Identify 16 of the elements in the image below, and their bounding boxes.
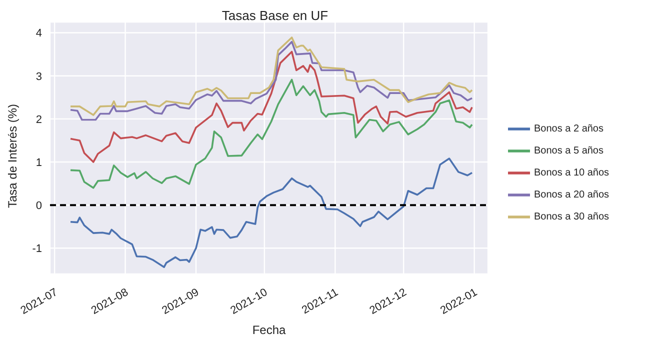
x-axis-title: Fecha <box>252 323 286 337</box>
legend-label: Bonos a 2 años <box>534 124 604 135</box>
y-tick-label: 3 <box>36 70 42 83</box>
legend-label: Bonos a 5 años <box>534 146 604 157</box>
y-tick-label: -1 <box>32 243 42 256</box>
y-tick-label: 4 <box>36 28 42 40</box>
line-series <box>70 50 473 163</box>
line-series <box>70 78 473 189</box>
legend-label: Bonos a 30 años <box>534 212 610 223</box>
y-tick-label: 2 <box>36 114 42 126</box>
legend-label: Bonos a 10 años <box>534 168 610 179</box>
legend-label: Bonos a 20 años <box>534 190 610 201</box>
line-series <box>70 158 473 268</box>
y-tick-label: 1 <box>36 156 42 169</box>
chart-title: Tasas Base en UF <box>220 8 330 23</box>
y-tick-label: 0 <box>36 200 42 212</box>
